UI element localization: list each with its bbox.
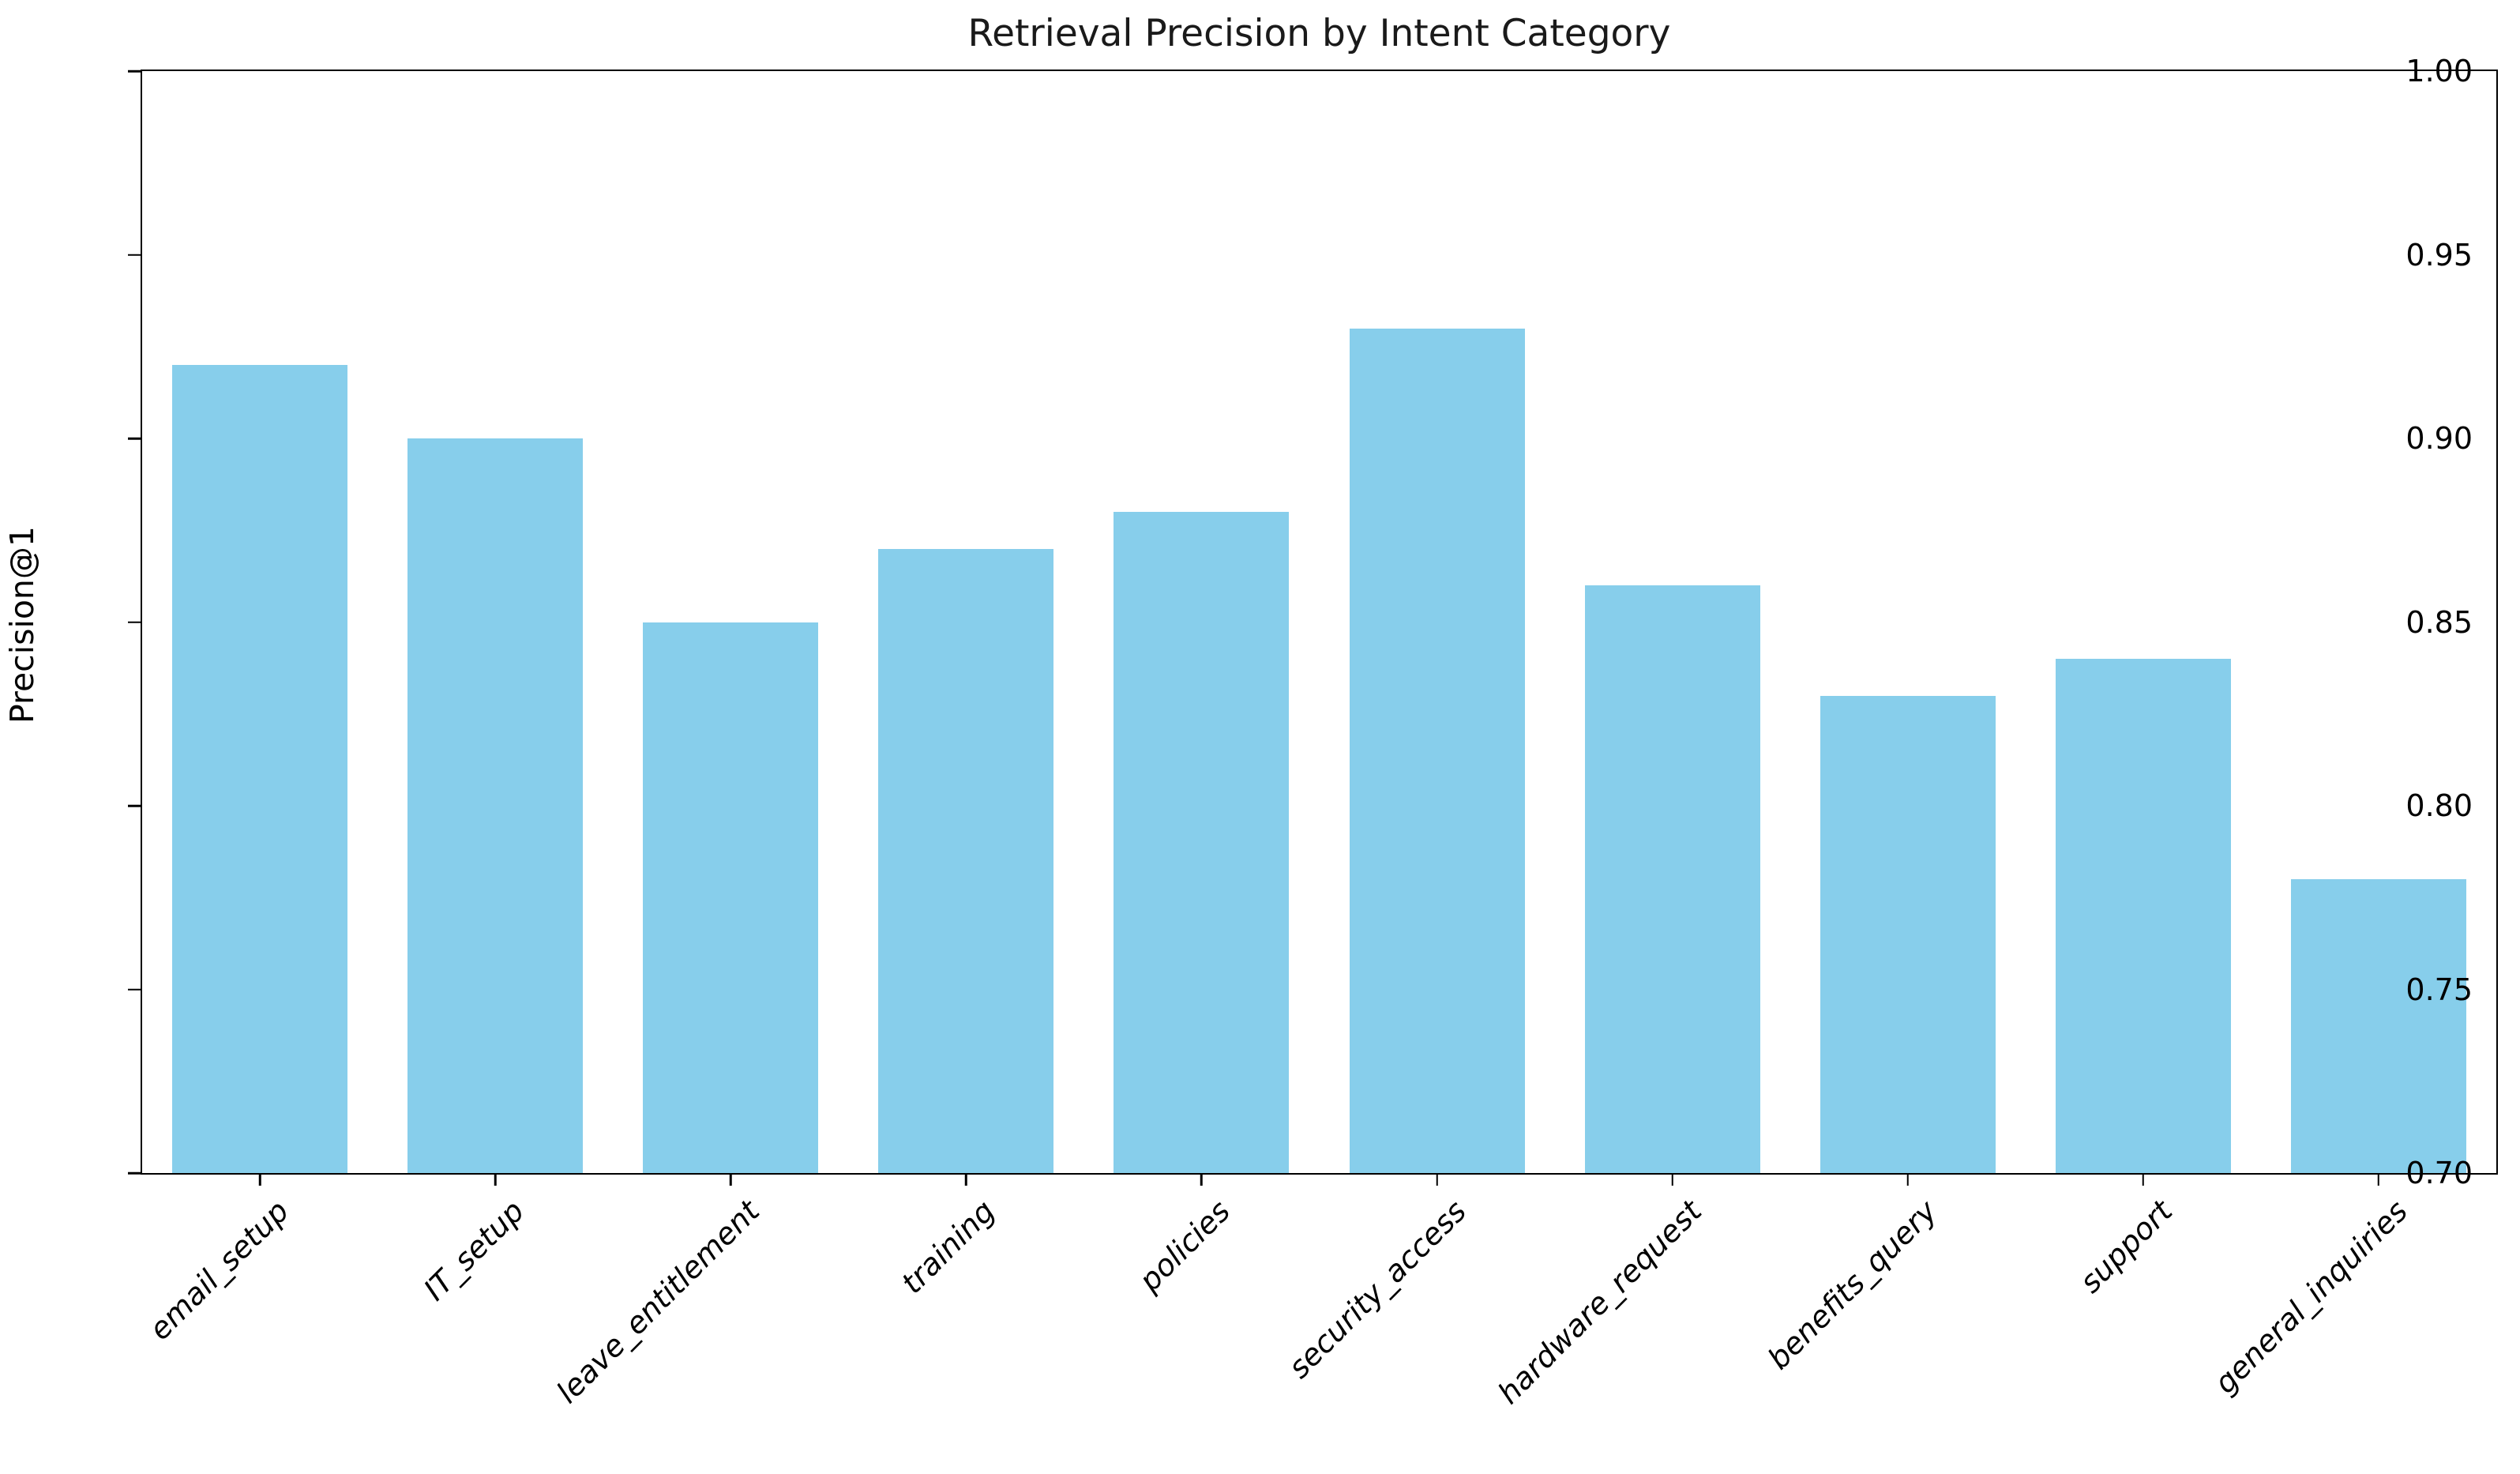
x-tick-label-security_access: security_access bbox=[1281, 1194, 1473, 1386]
bar-hardware_request bbox=[1584, 585, 1760, 1173]
y-tick-label: 0.90 bbox=[2405, 421, 2473, 456]
bar-policies bbox=[1114, 512, 1290, 1173]
bar-support bbox=[2055, 659, 2231, 1173]
x-tick-label-hardware_request: hardware_request bbox=[1490, 1194, 1708, 1411]
x-tick-label-policies: policies bbox=[1132, 1194, 1237, 1299]
bar-benefits_query bbox=[1820, 695, 1996, 1173]
x-tick-mark bbox=[1200, 1173, 1203, 1186]
x-tick-mark bbox=[494, 1173, 497, 1186]
bar-email_setup bbox=[172, 365, 348, 1173]
y-tick-label: 0.70 bbox=[2405, 1156, 2473, 1190]
plot-area: 0.70 0.75 0.80 0.85 0.90 0.95 1.00 email_setup… bbox=[128, 54, 2498, 1411]
bar-general_inquiries bbox=[2290, 879, 2466, 1173]
y-tick-label: 0.95 bbox=[2405, 237, 2473, 273]
x-tick-label-email_setup: email_setup bbox=[142, 1194, 296, 1347]
y-tick-mark bbox=[128, 254, 141, 256]
x-tick-mark bbox=[1906, 1173, 1909, 1186]
y-tick-label: 0.75 bbox=[2405, 972, 2473, 1007]
y-tick-mark bbox=[128, 804, 141, 807]
x-tick-label-leave_entitlement: leave_entitlement bbox=[550, 1194, 767, 1410]
x-tick-label-benefits_query: benefits_query bbox=[1760, 1194, 1944, 1377]
y-tick-label: 1.00 bbox=[2405, 54, 2473, 88]
bar-leave_entitlement bbox=[643, 622, 819, 1173]
y-tick-mark bbox=[128, 437, 141, 440]
y-axis-label: Precision@1 bbox=[3, 525, 41, 724]
x-tick-label-support: support bbox=[2072, 1194, 2179, 1300]
y-tick-mark bbox=[128, 621, 141, 623]
bar-security_access bbox=[1349, 328, 1525, 1173]
bar-training bbox=[878, 548, 1054, 1173]
chart-title: Retrieval Precision by Intent Category bbox=[967, 12, 1671, 55]
x-tick-mark bbox=[1436, 1173, 1438, 1186]
bar-IT_setup bbox=[407, 438, 584, 1173]
x-tick-mark bbox=[2142, 1173, 2145, 1186]
x-tick-label-training: training bbox=[895, 1194, 1002, 1301]
y-tick-label: 0.80 bbox=[2405, 788, 2473, 823]
x-tick-mark bbox=[258, 1173, 261, 1186]
y-tick-label: 0.85 bbox=[2405, 604, 2473, 640]
y-tick-mark bbox=[128, 1171, 141, 1175]
bars-layer bbox=[142, 71, 2496, 1173]
y-tick-mark bbox=[128, 988, 141, 991]
x-tick-mark bbox=[965, 1173, 967, 1186]
x-tick-mark bbox=[2377, 1173, 2380, 1186]
x-tick-mark bbox=[1671, 1173, 1673, 1186]
x-tick-label-general_inquiries: general_inquiries bbox=[2207, 1194, 2415, 1401]
x-tick-mark bbox=[730, 1173, 732, 1186]
x-tick-label-IT_setup: IT_setup bbox=[417, 1194, 531, 1308]
y-tick-mark bbox=[128, 70, 141, 73]
